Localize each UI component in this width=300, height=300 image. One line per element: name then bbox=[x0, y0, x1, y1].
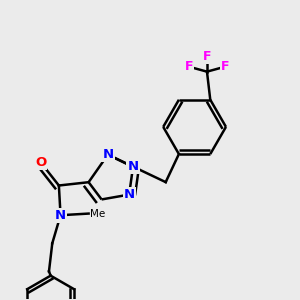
Text: N: N bbox=[124, 188, 135, 201]
Text: F: F bbox=[203, 50, 211, 63]
Text: O: O bbox=[35, 156, 46, 169]
Text: F: F bbox=[184, 60, 193, 73]
Text: N: N bbox=[102, 148, 113, 161]
Text: N: N bbox=[55, 209, 66, 222]
Text: F: F bbox=[221, 60, 230, 73]
Text: Me: Me bbox=[90, 208, 106, 219]
Text: N: N bbox=[128, 160, 139, 173]
